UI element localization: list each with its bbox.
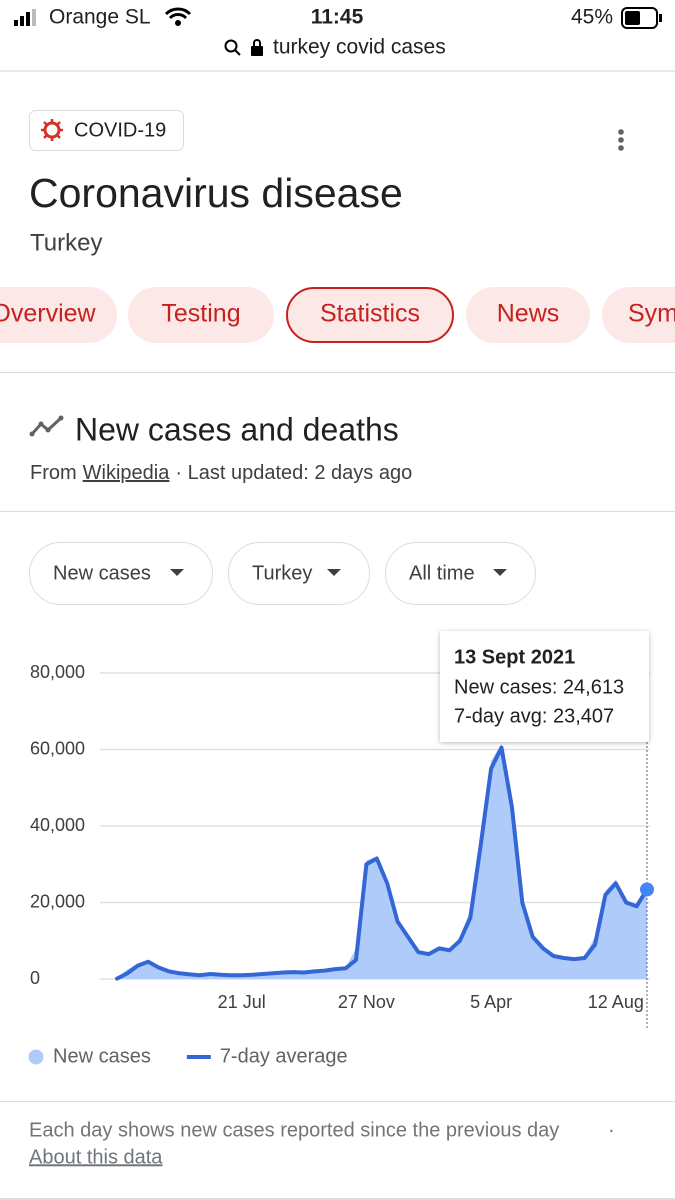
url-text: turkey covid cases [273, 36, 446, 59]
topic-badge[interactable]: COVID-19 [29, 110, 184, 151]
source-link[interactable]: Wikipedia [83, 462, 171, 484]
legend-label: New cases [53, 1045, 151, 1067]
x-tick-label: 5 Apr [470, 992, 512, 1012]
footer-separator: · [608, 1119, 615, 1141]
y-tick-label: 20,000 [30, 891, 85, 911]
legend-item: 7-day average [186, 1045, 348, 1067]
filter-dropdown[interactable]: New cases [29, 542, 213, 605]
tab-label: News [497, 300, 560, 328]
tab-label: Testing [161, 300, 240, 328]
dropdown-label: Turkey [252, 562, 312, 584]
tab-pill [128, 287, 274, 343]
source-prefix: From [30, 462, 77, 484]
carrier: Orange SL [49, 6, 151, 29]
dropdown-pill [385, 542, 536, 605]
last-updated: · Last updated: 2 days ago [175, 462, 412, 484]
battery-level: 45% [571, 6, 613, 29]
dropdown-arrow [493, 569, 507, 576]
tab-label: Overview [0, 300, 97, 328]
about-link[interactable]: About this data [29, 1146, 163, 1168]
tab[interactable]: Testing [128, 287, 274, 343]
page-title: Coronavirus disease [29, 170, 403, 216]
dropdown-pill [228, 542, 370, 605]
series-line [115, 745, 649, 981]
status-bar: Orange SL 11:45 45% [14, 6, 662, 29]
y-tick-label: 80,000 [30, 662, 85, 682]
filter-dropdown[interactable]: Turkey [228, 542, 370, 605]
legend-item: New cases [28, 1045, 151, 1067]
tab-pill [0, 287, 117, 343]
tab-label: Symptoms [628, 300, 675, 328]
clock: 11:45 [311, 6, 364, 29]
legend: New cases 7-day average [28, 1045, 348, 1067]
footer-note: Each day shows new cases reported since … [29, 1119, 559, 1141]
tab[interactable]: News [466, 287, 590, 343]
badge-label: COVID-19 [74, 119, 166, 141]
hover-point [640, 882, 654, 897]
tab-label: Statistics [320, 300, 420, 328]
legend-swatch [28, 1049, 44, 1065]
legend-label: 7-day average [220, 1045, 348, 1067]
tooltip-box [440, 631, 649, 742]
address-bar[interactable]: turkey covid cases [224, 36, 446, 59]
dropdown-label: All time [409, 562, 475, 584]
y-tick-label: 0 [30, 968, 40, 988]
tab-row: Overview Testing Statistics News Symptoms [0, 287, 675, 343]
x-tick-label: 21 Jul [218, 992, 266, 1012]
page-subtitle: Turkey [30, 229, 102, 256]
filter-dropdown[interactable]: All time [385, 542, 536, 605]
trend-icon [30, 416, 63, 436]
tooltip-title: 13 Sept 2021 [454, 646, 575, 668]
dropdown-arrow [170, 569, 184, 576]
tooltip: 13 Sept 2021 New cases: 24,613 7-day avg: … [440, 631, 649, 742]
y-tick-label: 60,000 [30, 738, 85, 758]
tab-pill [602, 287, 675, 343]
dropdown-label: New cases [53, 562, 151, 584]
x-tick-label: 12 Aug [588, 992, 644, 1012]
x-tick-label: 27 Nov [338, 992, 395, 1012]
tab-pill [466, 287, 590, 343]
dropdown-arrow [327, 569, 341, 576]
series-area [117, 743, 647, 979]
tooltip-line: New cases: 24,613 [454, 676, 624, 698]
y-tick-label: 40,000 [30, 815, 85, 835]
section-title: New cases and deaths [75, 411, 399, 447]
tooltip-line: 7-day avg: 23,407 [454, 705, 614, 727]
chart: 0 20,000 40,000 60,000 80,000 21 Jul 27 Nov 5 A… [30, 631, 654, 1028]
tab[interactable]: Symptoms [602, 287, 675, 343]
tab[interactable]: Statistics [286, 287, 454, 343]
dropdown-pill [29, 542, 213, 605]
source-line: From Wikipedia · Last updated: 2 days ago [30, 462, 412, 484]
tab-pill [286, 287, 454, 343]
more-menu[interactable] [618, 129, 624, 151]
tab[interactable]: Overview [0, 287, 117, 343]
filter-row: New cases Turkey All time [29, 542, 536, 605]
